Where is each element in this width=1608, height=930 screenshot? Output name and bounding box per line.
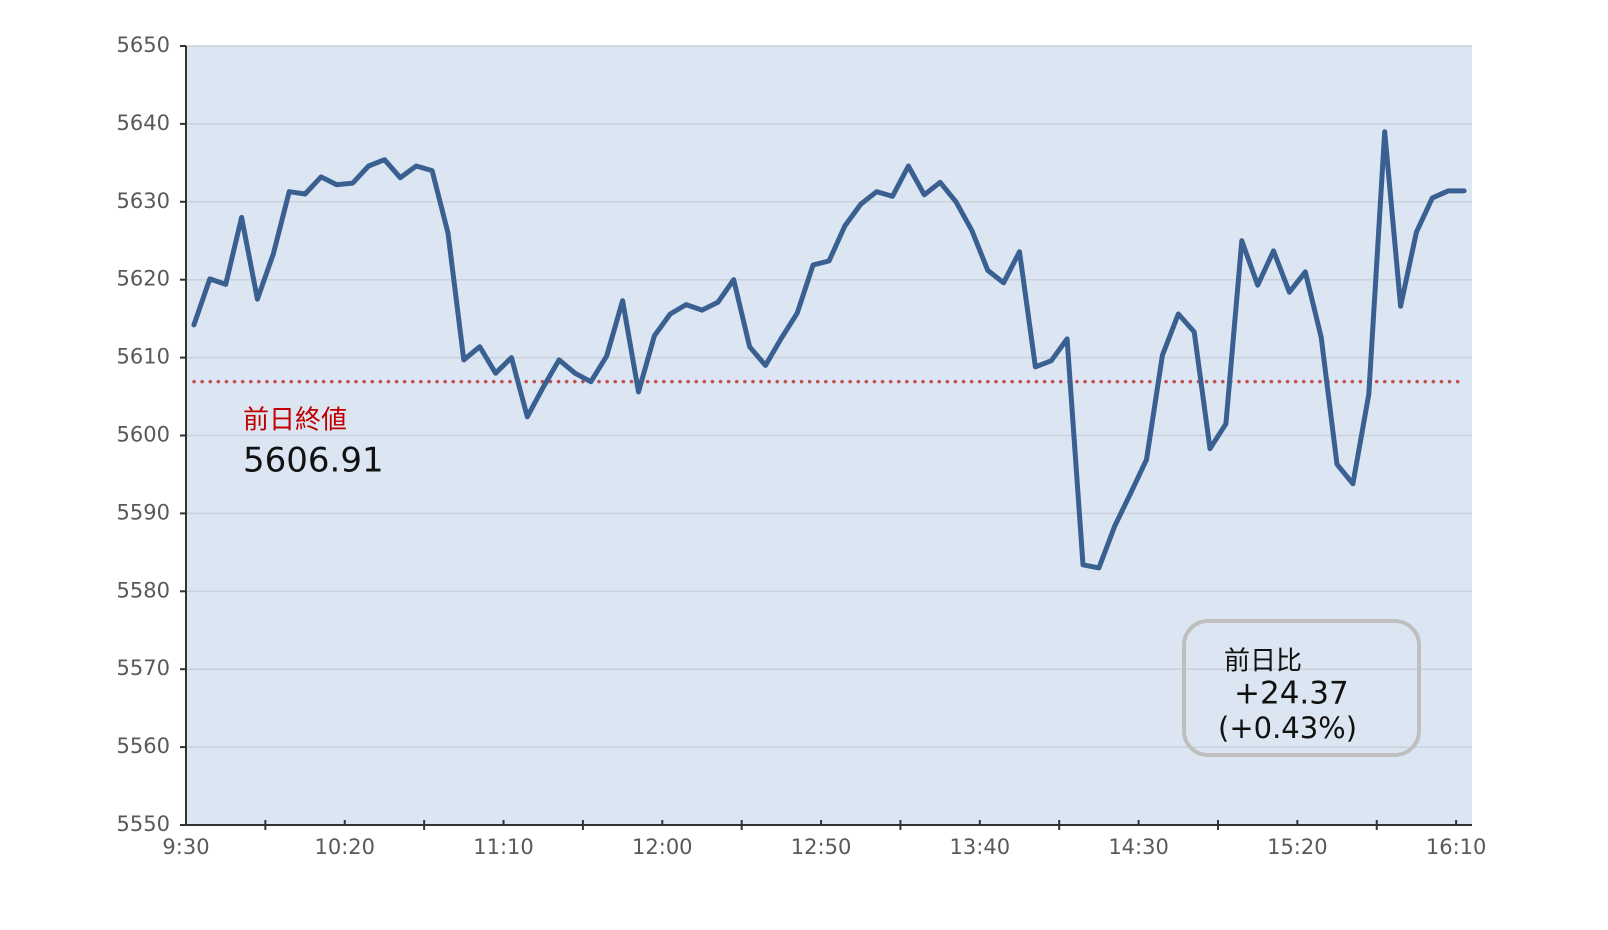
change-percent: (+0.43%): [1218, 711, 1357, 745]
x-tick-label: 9:30: [162, 835, 209, 859]
y-tick-label: 5560: [117, 734, 170, 758]
x-tick-label: 16:10: [1426, 835, 1487, 859]
x-tick-label: 15:20: [1267, 835, 1328, 859]
change-value: +24.37: [1234, 676, 1349, 712]
y-tick-label: 5640: [117, 111, 170, 135]
x-tick-label: 10:20: [314, 835, 375, 859]
reference-value: 5606.91: [243, 441, 384, 481]
y-tick-label: 5630: [117, 189, 170, 213]
x-tick-label: 14:30: [1108, 835, 1169, 859]
change-box: [1182, 619, 1421, 757]
y-tick-label: 5610: [117, 345, 170, 369]
change-title: 前日比: [1224, 647, 1302, 677]
y-tick-label: 5550: [117, 812, 170, 836]
y-tick-label: 5570: [117, 656, 170, 680]
x-tick-label: 13:40: [950, 835, 1011, 859]
x-tick-label: 12:00: [632, 835, 693, 859]
x-tick-label: 12:50: [791, 835, 852, 859]
y-tick-label: 5650: [117, 33, 170, 57]
grid: [186, 45, 1472, 826]
line-series: [191, 129, 1467, 571]
reference-label: 前日終値: [243, 406, 347, 436]
x-tick-label: 11:10: [473, 835, 534, 859]
y-tick-label: 5590: [117, 500, 170, 524]
y-tick-label: 5580: [117, 578, 170, 602]
y-tick-label: 5620: [117, 267, 170, 291]
y-tick-label: 5600: [117, 423, 170, 447]
marks: [191, 129, 1467, 571]
